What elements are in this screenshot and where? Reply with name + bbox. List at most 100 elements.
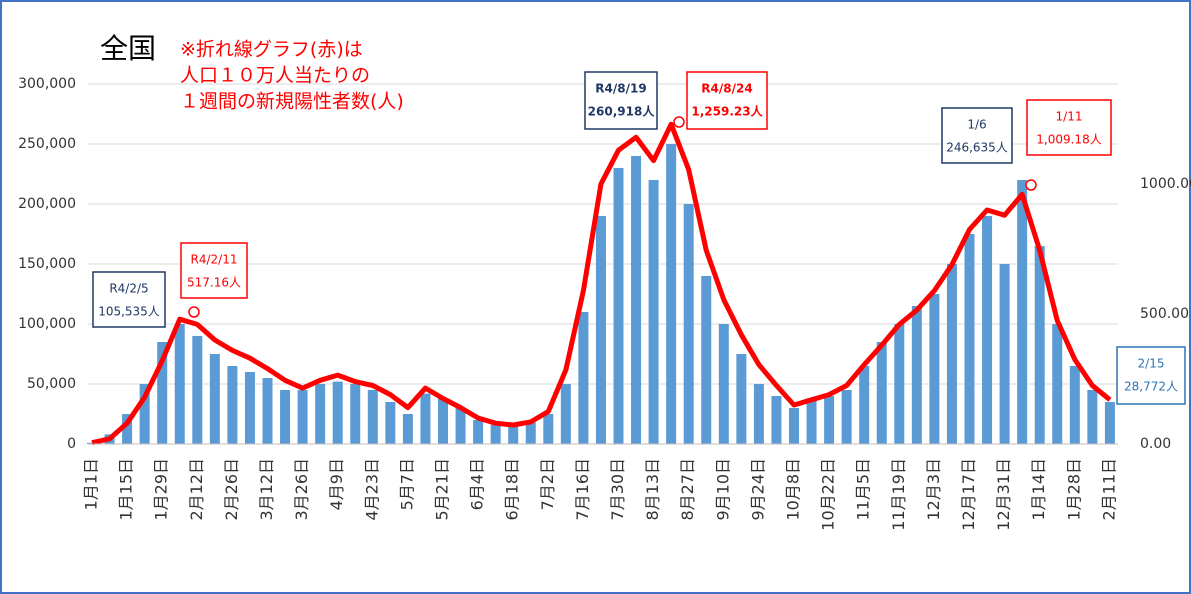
x-tick-label: 1月29日 [152,458,171,521]
x-tick-label: 1月1日 [82,458,101,510]
x-tick-label: 3月12日 [257,458,276,521]
note-line: １週間の新規陽性者数(人) [180,91,404,113]
line-series [91,121,1112,446]
bar [701,276,712,444]
annotation-box [941,107,1013,164]
x-tick-label: 7月30日 [608,458,627,521]
bar [122,414,133,444]
annotation-value: 1,259.23人 [691,104,763,119]
bar [771,396,782,444]
peak-marker [1025,179,1037,191]
annotation-box [92,271,166,328]
y-tick-label: 300,000 [18,76,76,92]
bar [578,312,589,444]
peak-marker [673,116,685,128]
x-tick-label: 7月16日 [573,458,592,521]
x-tick-label: 7月2日 [538,458,557,510]
bar [332,381,343,444]
bar [402,414,413,444]
x-tick-label: 12月3日 [924,458,943,521]
bar [1104,402,1115,444]
annotation-box [1116,346,1186,405]
x-tick-label: 2月26日 [222,458,241,521]
bar [508,426,519,444]
x-tick-label: 2月12日 [187,458,206,521]
bar [315,384,326,444]
bar [209,354,220,444]
x-tick-label: 1月14日 [1029,458,1048,521]
bar [1017,180,1028,444]
bar [367,390,378,444]
bar [1087,390,1098,444]
x-tick-label: 9月10日 [713,458,732,521]
bar [894,324,905,444]
annotation-date: 1/11 [1056,110,1083,124]
bar [911,306,922,444]
bar [455,408,466,444]
bar [806,398,817,444]
bar [350,384,361,444]
x-tick-label: 6月18日 [503,458,522,521]
annotation-value: 517.16人 [187,276,241,290]
bar [789,408,799,444]
bar [929,294,940,444]
annotation-value: 105,535人 [98,305,160,319]
annotation-date: R4/8/19 [595,82,646,96]
bar [262,378,273,444]
chart-title: 全国 [100,32,156,65]
bar [595,216,606,444]
bar [244,372,255,444]
bar [1034,246,1045,444]
annotation-box [180,242,248,299]
annotation-date: R4/8/24 [701,82,752,96]
annotation-date: 1/6 [967,118,986,132]
bar [736,354,747,444]
bar [613,168,624,444]
bar [560,384,571,444]
bar [841,390,852,444]
bar [753,384,764,444]
x-tick-label: 6月4日 [468,458,487,510]
bar [1069,366,1080,444]
x-tick-label: 11月19日 [889,458,908,531]
bar [876,342,887,444]
y-tick-label: 150,000 [18,256,76,272]
x-tick-label: 4月23日 [362,458,381,521]
annotation-box [584,71,658,130]
x-tick-label: 9月24日 [748,458,767,521]
bar [666,144,677,444]
annotation-date: R4/2/5 [109,282,148,296]
bar [964,234,975,444]
annotation-box [686,71,768,130]
bar [174,324,185,444]
note-line: ※折れ線グラフ(赤)は [180,39,363,61]
annotation-value: 28,772人 [1124,380,1178,394]
x-tick-label: 5月7日 [397,458,416,510]
annotation-value: 260,918人 [588,104,656,119]
x-tick-label: 10月22日 [819,458,838,531]
bar [946,264,957,444]
x-tick-label: 4月9日 [327,458,346,510]
bar [859,366,870,444]
bar [87,442,97,444]
y-tick-label: 100,000 [18,316,76,332]
bar [157,342,168,444]
x-tick-label: 12月31日 [994,458,1013,531]
y2-tick-label: 1000.00 [1140,176,1191,192]
bar [543,414,554,444]
note-line: 人口１０万人当たりの [180,65,370,87]
x-tick-label: 2月11日 [1099,458,1118,521]
bar [1052,324,1063,444]
bar [648,180,659,444]
peak-marker [188,306,200,318]
x-tick-label: 8月13日 [643,458,662,521]
x-tick-label: 10月8日 [784,458,803,521]
bar [438,398,448,444]
bar [280,390,291,444]
y-tick-label: 50,000 [27,376,76,392]
annotation-value: 1,009.18人 [1036,133,1101,147]
bar [525,422,536,444]
bar [683,204,694,444]
bar [824,396,835,444]
